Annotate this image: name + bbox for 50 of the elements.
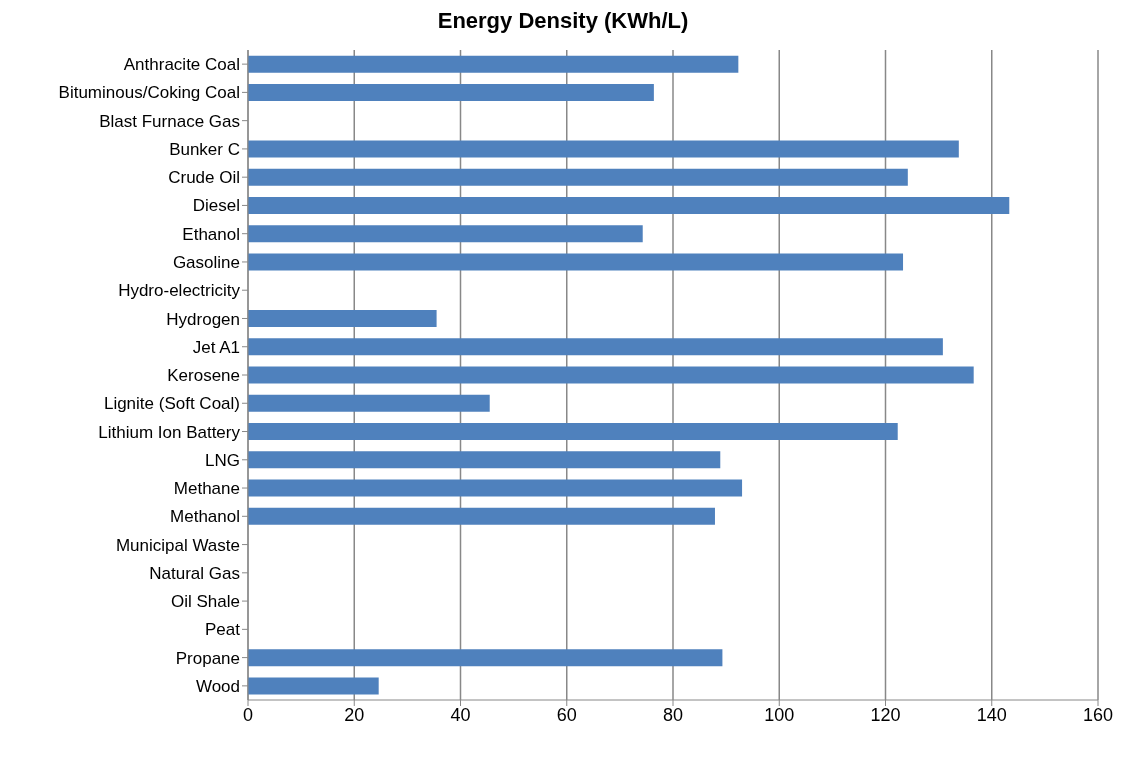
x-tick-label: 80 — [662, 704, 684, 725]
bar — [248, 451, 721, 469]
x-tick-label: 140 — [976, 704, 1007, 725]
bar — [248, 423, 898, 441]
y-tick-label: Peat — [205, 620, 241, 640]
y-tick-label: Propane — [175, 648, 240, 668]
y-tick-label: Anthracite Coal — [123, 55, 240, 75]
x-tick-label: 0 — [242, 704, 254, 725]
bar — [248, 649, 723, 667]
y-tick-label: Oil Shale — [171, 592, 240, 612]
y-tick-label: LNG — [205, 450, 240, 470]
x-tick-label: 60 — [556, 704, 577, 725]
chart-title: Energy Density (KWh/L) — [436, 8, 690, 34]
y-tick-label: Lithium Ion Battery — [98, 422, 241, 442]
y-tick-label: Natural Gas — [149, 563, 240, 583]
y-tick-label: Bunker C — [169, 139, 240, 159]
bar — [248, 338, 943, 356]
x-tick-label: 100 — [764, 704, 795, 725]
x-tick-label: 20 — [344, 704, 365, 725]
y-tick-label: Hydrogen — [166, 309, 240, 329]
bar — [248, 507, 715, 525]
bar — [248, 677, 379, 695]
bar — [248, 479, 743, 497]
bar — [248, 196, 1010, 214]
bar — [248, 225, 643, 243]
bar — [248, 140, 959, 158]
y-tick-label: Crude Oil — [168, 168, 240, 188]
bar — [248, 253, 904, 271]
y-tick-label: Gasoline — [172, 252, 240, 272]
x-tick-label: 40 — [450, 704, 471, 725]
x-tick-label: 160 — [1082, 704, 1114, 725]
y-tick-label: Wood — [195, 676, 240, 696]
y-tick-label: Diesel — [192, 196, 240, 216]
bar — [248, 83, 654, 101]
bar — [248, 55, 739, 73]
y-tick-label: Bituminous/Coking Coal — [58, 83, 240, 103]
bar — [248, 366, 974, 384]
y-tick-label: Blast Furnace Gas — [99, 111, 240, 131]
x-tick-label: 120 — [870, 704, 901, 725]
y-tick-label: Kerosene — [167, 366, 240, 386]
bar — [248, 394, 490, 412]
y-tick-label: Methane — [173, 479, 240, 499]
y-tick-label: Methanol — [170, 507, 240, 527]
y-tick-label: Hydro-electricity — [118, 281, 241, 301]
bar — [248, 168, 908, 186]
bar — [248, 310, 437, 327]
y-tick-label: Municipal Waste — [115, 535, 240, 555]
y-tick-label: Lignite (Soft Coal) — [103, 394, 240, 414]
y-tick-label: Jet A1 — [192, 337, 240, 357]
y-tick-label: Ethanol — [182, 224, 240, 244]
